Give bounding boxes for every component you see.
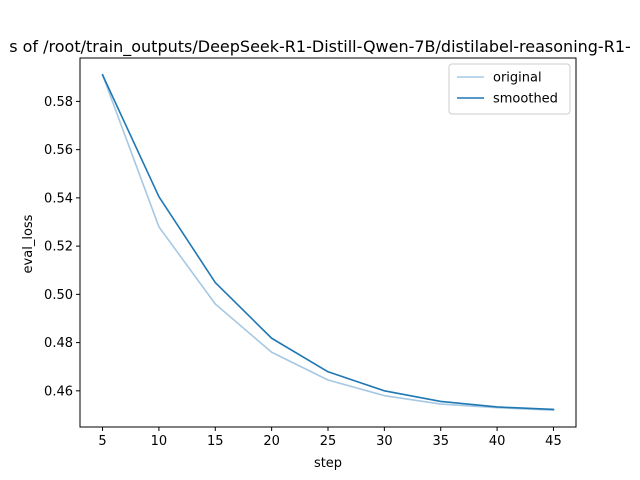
y-tick-label: 0.54 xyxy=(44,191,73,206)
x-tick-label: 20 xyxy=(263,434,280,449)
y-axis-ticks: 0.46 0.48 0.50 0.52 0.54 0.56 0.58 xyxy=(44,95,80,399)
y-tick-label: 0.48 xyxy=(44,336,73,351)
series-layer xyxy=(101,73,555,411)
x-tick-label: 15 xyxy=(207,434,224,449)
y-tick-label: 0.46 xyxy=(44,384,73,399)
plot-frame xyxy=(79,57,577,428)
y-tick-label: 0.56 xyxy=(44,143,73,158)
y-tick-label: 0.50 xyxy=(44,288,73,303)
series-line-smoothed xyxy=(101,73,555,411)
legend-label-original: original xyxy=(493,71,542,86)
series-line-original xyxy=(101,73,555,411)
x-tick-label: 45 xyxy=(545,434,562,449)
y-tick-label: 0.52 xyxy=(44,240,73,255)
y-tick-label: 0.58 xyxy=(44,95,73,110)
legend-label-smoothed: smoothed xyxy=(493,92,558,107)
y-axis-label: eval_loss xyxy=(21,214,36,273)
x-tick-label: 40 xyxy=(489,434,506,449)
chart-title: s of /root/train_outputs/DeepSeek-R1-Dis… xyxy=(9,37,631,57)
legend: original smoothed xyxy=(448,63,571,115)
x-tick-label: 5 xyxy=(98,434,106,449)
x-tick-label: 25 xyxy=(320,434,337,449)
x-tick-label: 35 xyxy=(432,434,449,449)
x-axis-ticks: 5 10 15 20 25 30 35 40 45 xyxy=(98,427,562,449)
x-tick-label: 30 xyxy=(376,434,393,449)
x-axis-label: step xyxy=(314,456,342,471)
x-tick-label: 10 xyxy=(151,434,168,449)
